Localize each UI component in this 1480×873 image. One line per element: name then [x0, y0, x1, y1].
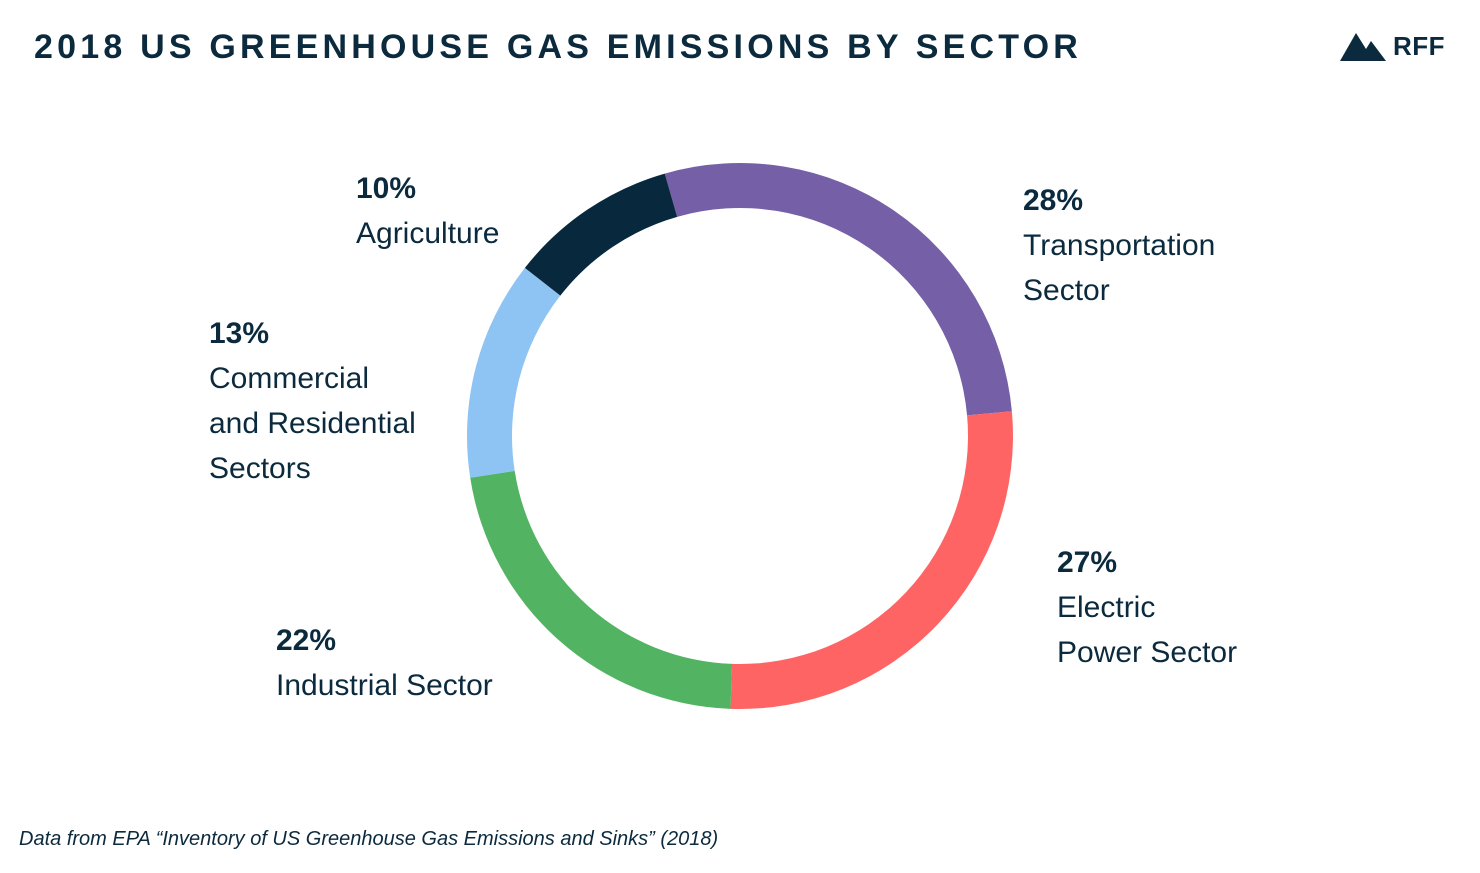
donut-slice-1 — [730, 411, 1014, 709]
donut-slice-4 — [524, 173, 678, 296]
slice-name-line: Sector — [1023, 274, 1110, 307]
label-electric-power: 27% Electric Power Sector — [1057, 540, 1237, 675]
slice-name-line: Power Sector — [1057, 636, 1238, 669]
slice-name-line: Commercial — [209, 362, 370, 395]
donut-slice-2 — [470, 470, 733, 709]
label-transportation: 28% Transportation Sector — [1023, 178, 1215, 313]
label-commercial-residential: 13% Commercial and Residential Sectors — [209, 311, 416, 491]
rff-logo: RFF — [1340, 30, 1460, 64]
slice-name-line: and Residential — [209, 407, 416, 440]
slice-name-line: Industrial Sector — [276, 669, 493, 702]
slice-percent: 22% — [276, 624, 337, 657]
mountain-logo-icon — [1340, 33, 1386, 61]
slice-name-line: Transportation — [1023, 229, 1216, 262]
slice-name-line: Electric — [1057, 591, 1156, 624]
source-note: Data from EPA “Inventory of US Greenhous… — [19, 828, 719, 850]
slice-name-line: Sectors — [209, 452, 311, 485]
label-industrial: 22% Industrial Sector — [276, 618, 493, 708]
slice-percent: 13% — [209, 317, 270, 350]
slice-percent: 28% — [1023, 184, 1084, 217]
slice-percent: 27% — [1057, 546, 1118, 579]
logo-text: RFF — [1393, 31, 1446, 61]
chart-title: 2018 US GREENHOUSE GAS EMISSIONS BY SECT… — [34, 28, 1083, 66]
donut-slice-3 — [467, 267, 561, 478]
label-agriculture: 10% Agriculture — [356, 166, 499, 256]
slice-percent: 10% — [356, 172, 417, 205]
slice-name-line: Agriculture — [356, 217, 500, 250]
donut-slice-0 — [664, 162, 1012, 416]
